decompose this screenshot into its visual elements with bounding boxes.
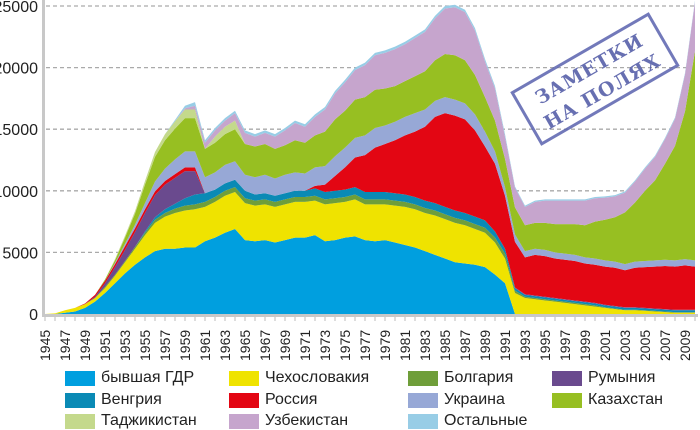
- x-tick-label: 1969: [277, 330, 293, 361]
- area-Узбекистан: [45, 1, 695, 315]
- x-tick-label: 1965: [237, 330, 253, 361]
- legend-item: Россия: [229, 391, 317, 409]
- legend-label: Болгария: [444, 369, 514, 386]
- x-tick-label: 1983: [417, 330, 433, 361]
- legend-swatch: [229, 413, 259, 429]
- legend-label: бывшая ГДР: [101, 369, 195, 386]
- x-tick-label: 1949: [77, 330, 93, 361]
- legend-swatch: [552, 392, 582, 408]
- legend-swatch: [408, 370, 438, 386]
- x-tick-label: 1957: [157, 330, 173, 361]
- area-Украина: [45, 97, 695, 314]
- x-tick-label: 1963: [217, 330, 233, 361]
- x-tick-label: 1985: [437, 330, 453, 361]
- y-tick-label: 25000: [0, 0, 38, 16]
- legend-swatch: [229, 392, 259, 408]
- y-tick-label: 5000: [2, 245, 38, 262]
- x-tick-label: 1987: [457, 330, 473, 361]
- legend-swatch: [552, 370, 582, 386]
- legend-swatch: [65, 392, 95, 408]
- y-tick-label: 0: [29, 307, 38, 324]
- x-tick-label: 1947: [57, 330, 73, 361]
- legend-label: Венгрия: [101, 391, 162, 408]
- legend-item: Узбекистан: [229, 412, 348, 430]
- x-tick-label: 1971: [297, 330, 313, 361]
- x-tick-label: 2003: [617, 330, 633, 361]
- x-tick-label: 1995: [537, 330, 553, 361]
- x-tick-label: 1967: [257, 330, 273, 361]
- x-tick-label: 1973: [317, 330, 333, 361]
- area-Чехословакия: [45, 192, 695, 314]
- y-tick-label: 10000: [0, 184, 38, 201]
- x-tick-label: 1979: [377, 330, 393, 361]
- legend-label: Узбекистан: [265, 412, 349, 429]
- x-tick-label: 1955: [137, 330, 153, 361]
- legend-item: Болгария: [408, 369, 513, 387]
- legend-swatch: [65, 413, 95, 429]
- legend-item: Украина: [408, 391, 505, 409]
- x-tick-label: 1975: [337, 330, 353, 361]
- legend-label: Таджикистан: [101, 412, 197, 429]
- y-tick-label: 20000: [0, 61, 38, 78]
- x-tick-label: 1945: [37, 330, 53, 361]
- legend-label: Чехословакия: [265, 369, 370, 386]
- legend-item: Венгрия: [65, 391, 162, 409]
- x-tick-label: 1991: [497, 330, 513, 361]
- legend-label: Казахстан: [588, 391, 663, 408]
- y-tick-label: 15000: [0, 122, 38, 139]
- legend-label: Россия: [265, 391, 318, 408]
- legend-item: Казахстан: [552, 391, 663, 409]
- area-Россия: [45, 113, 695, 315]
- x-tick-label: 1959: [177, 330, 193, 361]
- x-tick-label: 1981: [397, 330, 413, 361]
- x-tick-label: 2001: [597, 330, 613, 361]
- legend-item: бывшая ГДР: [65, 369, 194, 387]
- x-axis: [42, 314, 698, 317]
- legend-swatch: [229, 370, 259, 386]
- legend-item: Остальные: [408, 412, 527, 430]
- area-Казахстан: [45, 50, 695, 315]
- x-tick-label: 1993: [517, 330, 533, 361]
- x-tick-label: 1999: [577, 330, 593, 361]
- x-tick-label: 2005: [637, 330, 653, 361]
- x-tick-label: 1953: [117, 330, 133, 361]
- legend-label: Румыния: [588, 369, 656, 386]
- area-бывшая ГДР: [45, 228, 695, 314]
- x-tick-label: 1997: [557, 330, 573, 361]
- x-tick-label: 1951: [97, 330, 113, 361]
- x-tick-label: 1989: [477, 330, 493, 361]
- x-tick-label: 1977: [357, 330, 373, 361]
- legend-item: Румыния: [552, 369, 655, 387]
- legend-swatch: [408, 392, 438, 408]
- x-tick-label: 2007: [657, 330, 673, 361]
- legend-item: Таджикистан: [65, 412, 197, 430]
- legend-label: Остальные: [444, 412, 528, 429]
- y-axis: [42, 0, 45, 317]
- legend-swatch: [408, 413, 438, 429]
- legend-label: Украина: [444, 391, 505, 408]
- x-tick-label: 1961: [197, 330, 213, 361]
- legend-swatch: [65, 370, 95, 386]
- legend-item: Чехословакия: [229, 369, 369, 387]
- x-tick-label: 2009: [677, 330, 693, 361]
